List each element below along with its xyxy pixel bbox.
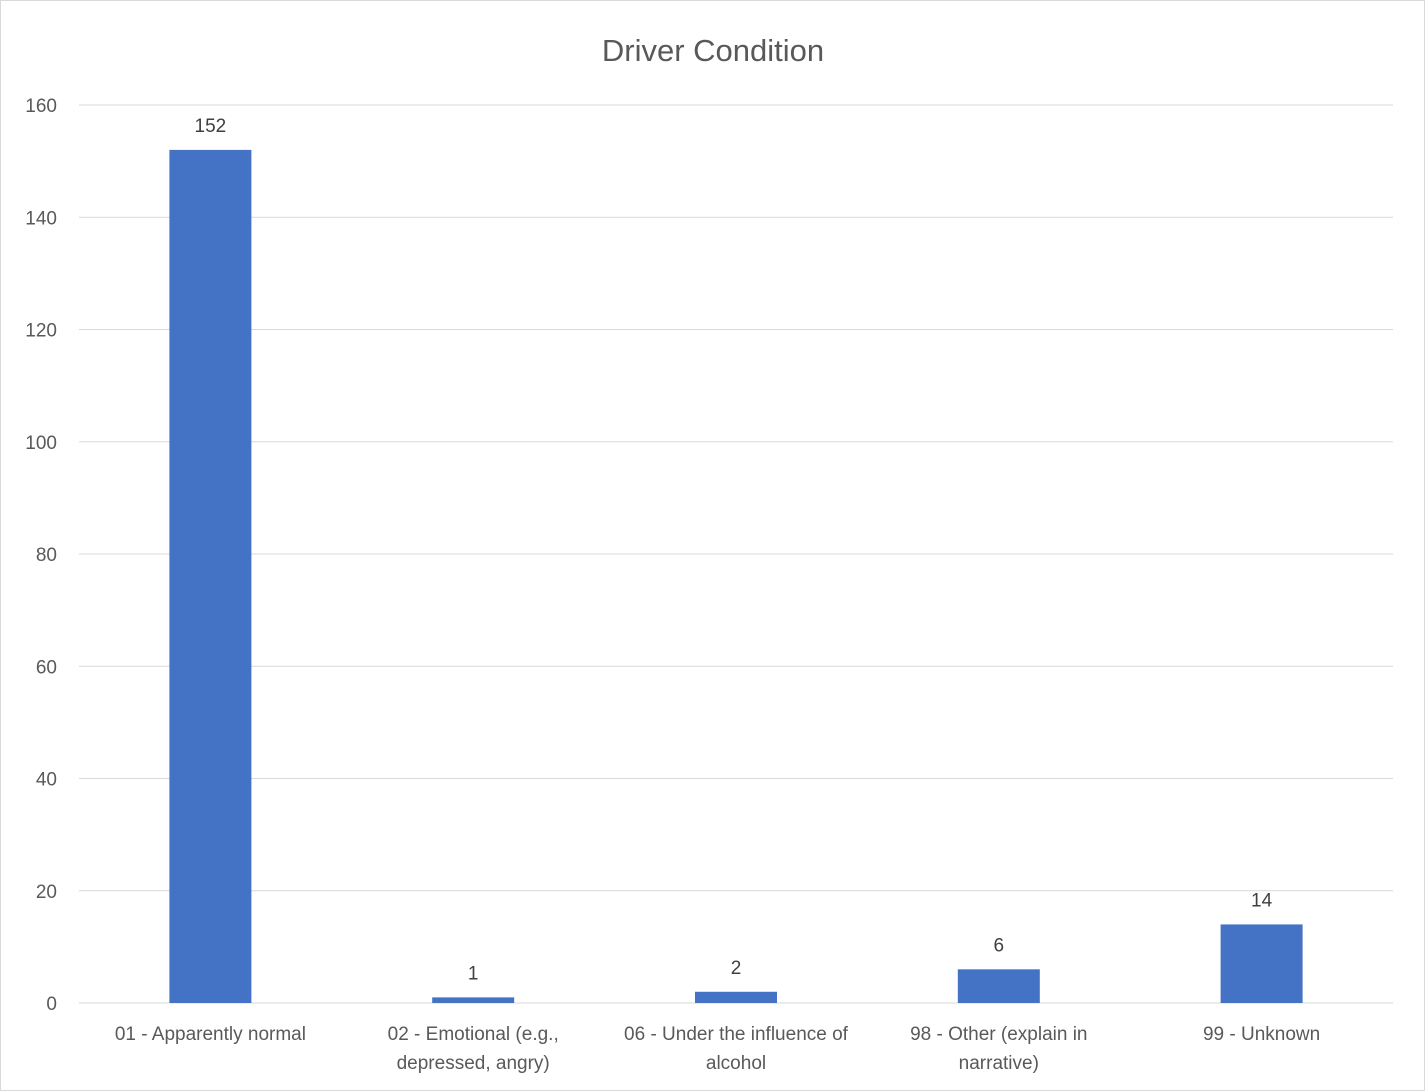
bar — [432, 997, 515, 1003]
data-label: 14 — [1251, 890, 1273, 911]
x-category-label: depressed, angry) — [397, 1053, 550, 1074]
x-category-label: 98 - Other (explain in — [910, 1024, 1087, 1045]
x-category-label: narrative) — [959, 1053, 1039, 1074]
data-label: 2 — [731, 958, 742, 979]
data-label: 6 — [994, 935, 1005, 956]
y-tick-label: 60 — [36, 657, 57, 678]
y-tick-label: 140 — [25, 208, 57, 229]
y-tick-label: 40 — [36, 770, 57, 791]
data-label: 152 — [195, 116, 227, 137]
bar — [695, 991, 777, 1003]
x-category-label: alcohol — [706, 1053, 766, 1074]
bars — [169, 149, 1303, 1003]
data-labels: 152 1 2 6 14 — [195, 116, 1273, 984]
y-tick-label: 100 — [25, 433, 57, 454]
x-category-label: 06 - Under the influence of — [624, 1024, 849, 1045]
bar — [1220, 924, 1303, 1003]
y-tick-label: 80 — [36, 545, 57, 566]
bar — [957, 969, 1040, 1003]
y-axis-tick-labels: 0 20 40 60 80 100 120 140 160 — [25, 96, 57, 1015]
y-tick-label: 20 — [36, 882, 57, 903]
chart-title: Driver Condition — [602, 33, 824, 68]
y-tick-label: 0 — [46, 994, 57, 1015]
gridlines — [79, 104, 1393, 1004]
y-tick-label: 160 — [25, 96, 57, 117]
y-tick-label: 120 — [25, 321, 57, 342]
x-category-label: 01 - Apparently normal — [115, 1024, 306, 1045]
x-category-label: 99 - Unknown — [1203, 1024, 1320, 1045]
x-axis-category-labels: 01 - Apparently normal 02 - Emotional (e.… — [115, 1024, 1320, 1074]
bar — [169, 149, 252, 1003]
x-category-label: 02 - Emotional (e.g., — [388, 1024, 559, 1045]
data-label: 1 — [468, 963, 479, 984]
